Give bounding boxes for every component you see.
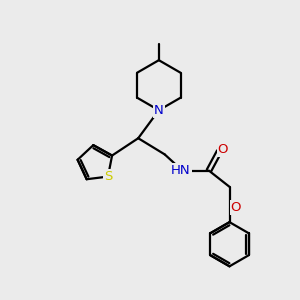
Text: O: O <box>231 201 241 214</box>
Text: S: S <box>104 170 112 183</box>
Text: N: N <box>154 104 164 117</box>
Text: HN: HN <box>171 164 191 177</box>
Text: O: O <box>218 143 228 157</box>
